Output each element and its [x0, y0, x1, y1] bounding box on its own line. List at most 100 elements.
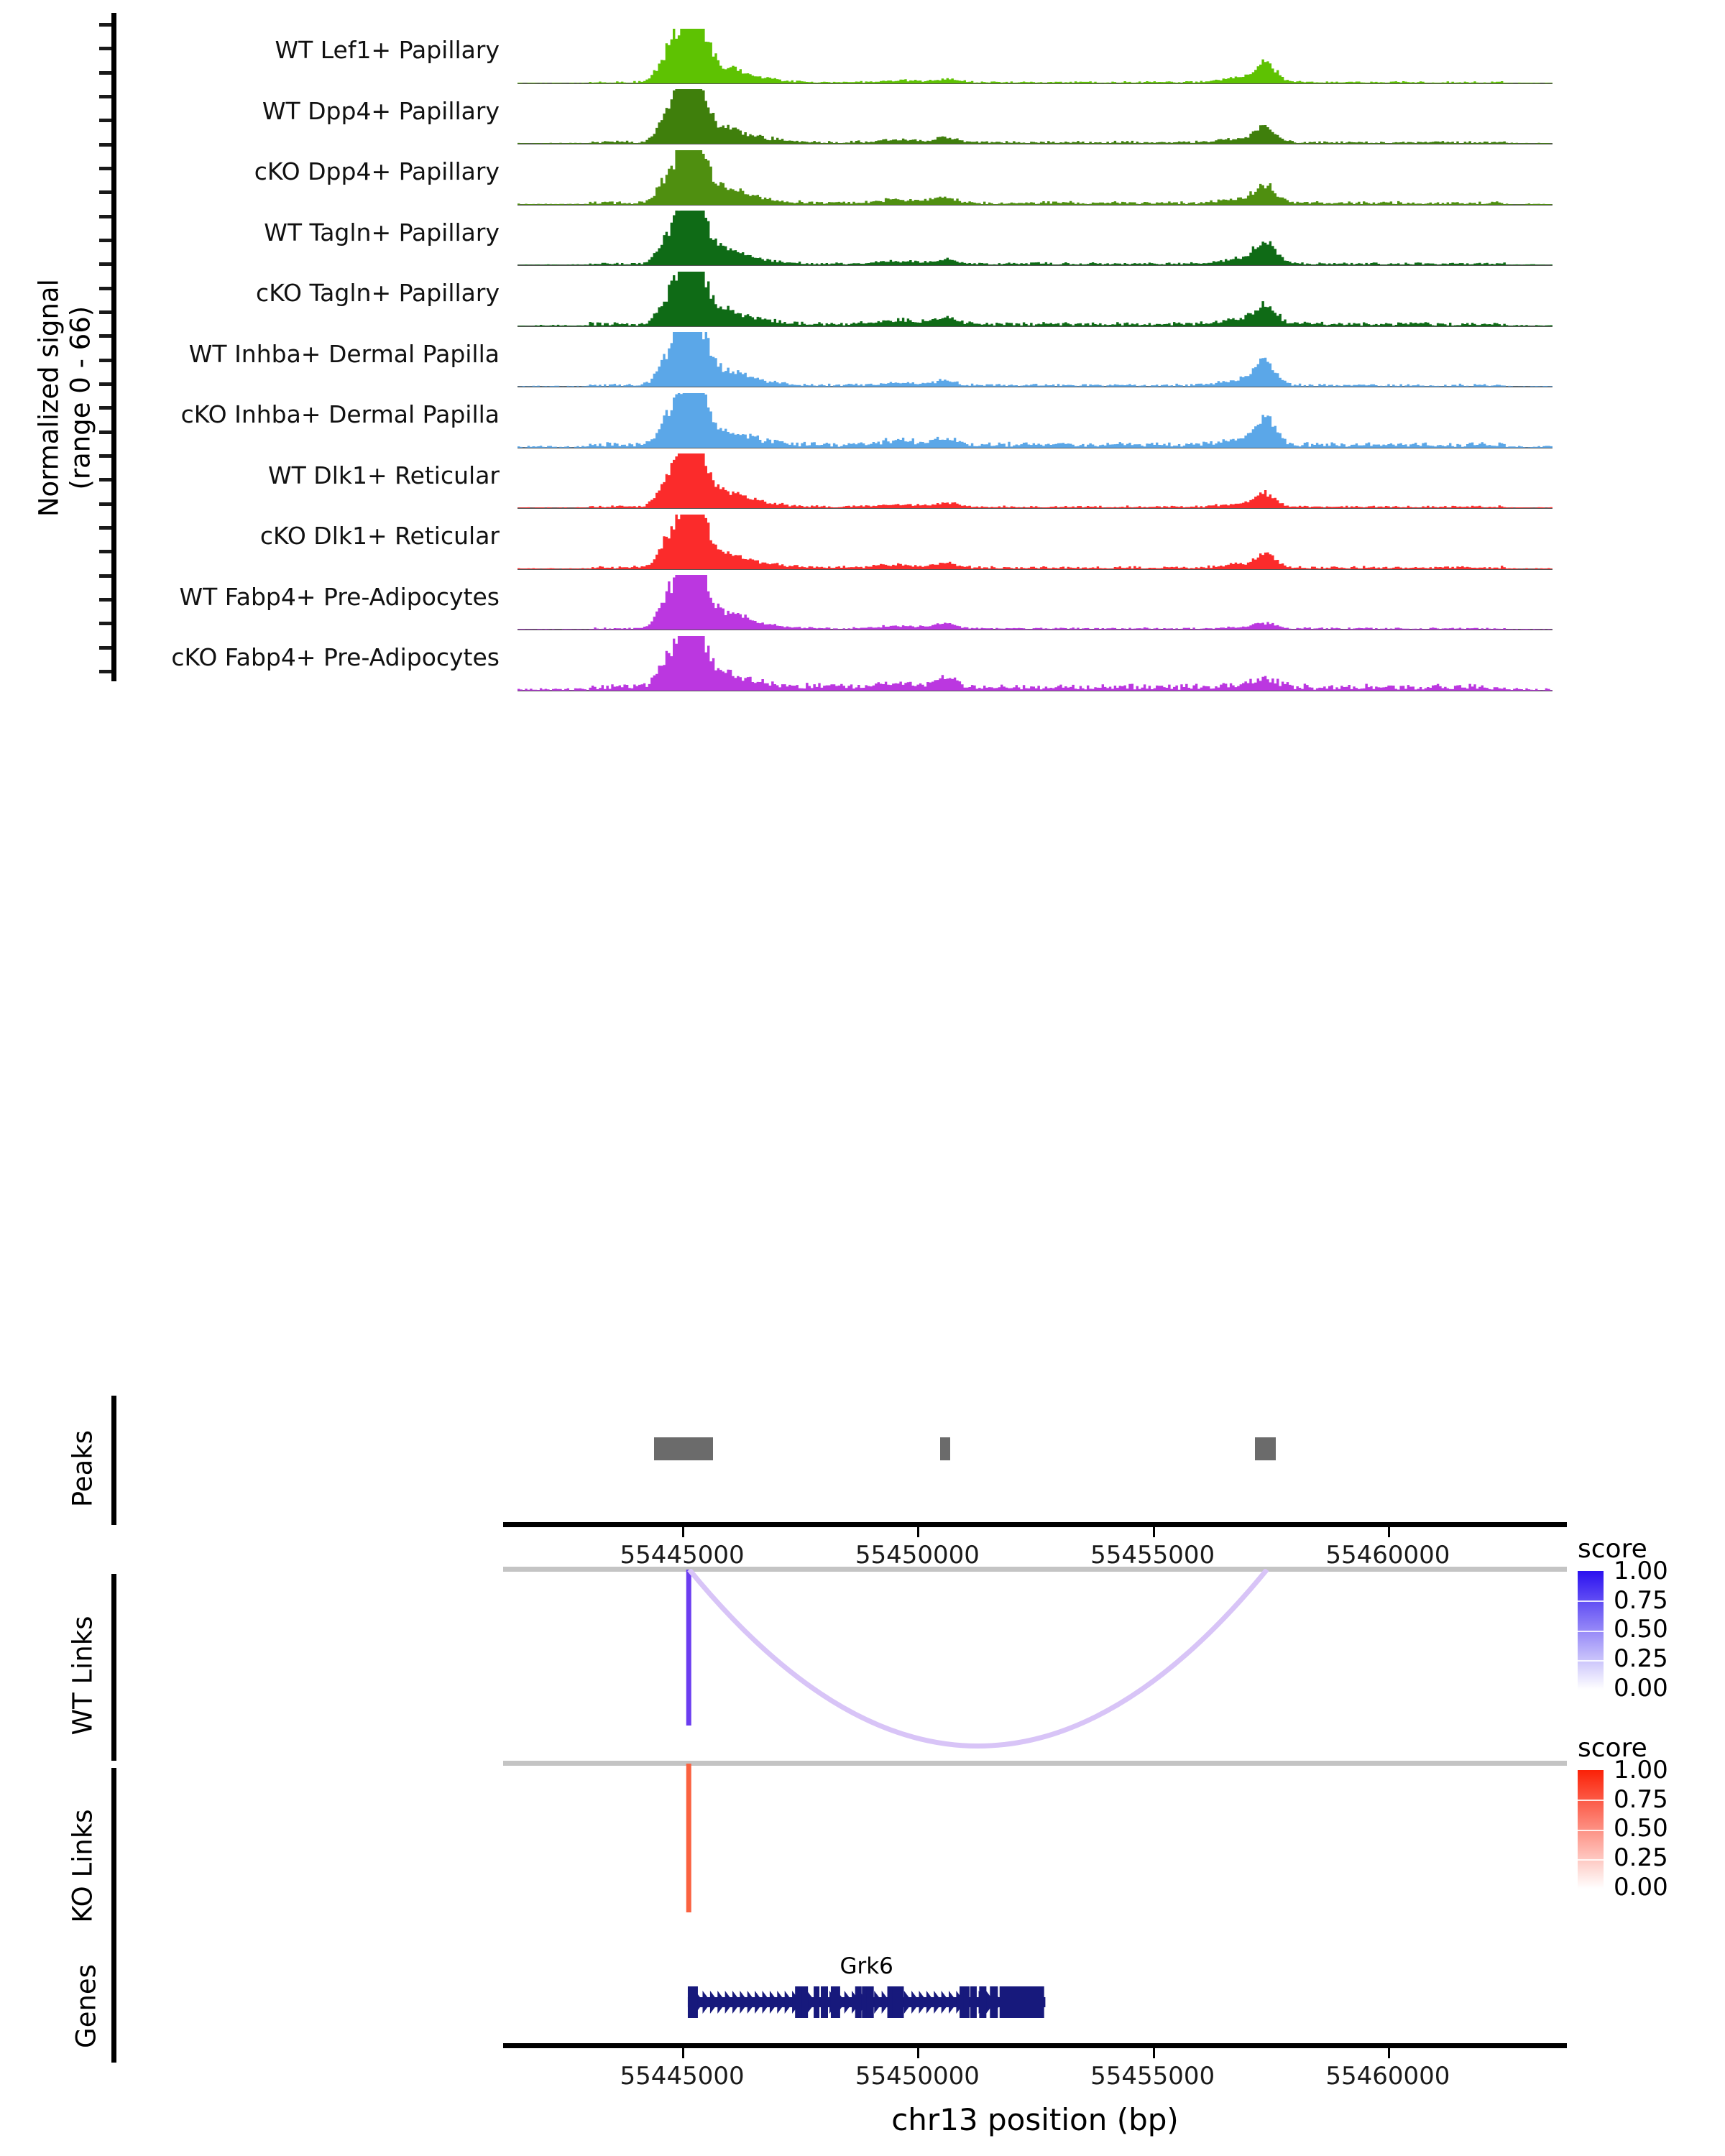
- coverage-area-path: [518, 514, 1552, 569]
- gene-model-svg[interactable]: [503, 1984, 1567, 2021]
- coverage-axis-tick: [99, 550, 111, 554]
- coverage-track-label: WT Fabp4+ Pre-Adipocytes: [179, 582, 500, 611]
- gene-exon[interactable]: [999, 1986, 1044, 2018]
- coverage-area-path: [518, 211, 1552, 265]
- gene-exon[interactable]: [960, 1986, 966, 2018]
- ko-links-legend-labels: 1.00 0.75 0.50 0.25 0.00: [1614, 1756, 1668, 1899]
- genome-axis-tick: [917, 1527, 920, 1537]
- genes-axis-spine: [111, 1919, 116, 2063]
- coverage-axis-tick: [99, 167, 111, 170]
- gene-exon[interactable]: [830, 1986, 840, 2018]
- coverage-baseline: [518, 386, 1552, 387]
- coverage-track: cKO Inhba+ Dermal Papilla: [111, 392, 1556, 453]
- coverage-area-path: [518, 28, 1552, 83]
- gene-strand-arrow: [903, 1991, 913, 2014]
- coverage-baseline: [518, 689, 1552, 691]
- genome-axis-tick-label: 55460000: [1325, 2062, 1450, 2091]
- gene-strand-arrow: [709, 1991, 719, 2014]
- coverage-profile: [518, 453, 1552, 514]
- gene-strand-arrow: [934, 1991, 943, 2014]
- genome-axis-bottom: 55445000 55450000 55455000 55460000: [503, 2043, 1567, 2091]
- gene-strand-arrow: [784, 1991, 794, 2014]
- ko-links-color-ramp: [1578, 1770, 1604, 1889]
- coverage-axis-tick: [99, 502, 111, 506]
- genome-axis-tick: [917, 2048, 920, 2058]
- coverage-track: WT Inhba+ Dermal Papilla: [111, 331, 1556, 392]
- genome-axis-tick-label: 55445000: [620, 2062, 745, 2091]
- coverage-baseline: [518, 446, 1552, 448]
- coverage-profile: [518, 574, 1552, 635]
- gene-strand-arrow: [717, 1991, 727, 2014]
- peak-block[interactable]: [1255, 1437, 1276, 1460]
- gene-exon[interactable]: [970, 1986, 977, 2018]
- wt-links-track: [503, 1567, 1567, 1761]
- links-baseline: [503, 1761, 1567, 1766]
- link-arc[interactable]: [687, 1569, 1269, 1749]
- gene-exon[interactable]: [866, 1986, 874, 2018]
- coverage-axis-tick: [99, 406, 111, 410]
- coverage-axis-tick: [99, 23, 111, 27]
- gene-strand-arrow: [732, 1991, 742, 2014]
- peaks-track: [518, 1396, 1552, 1525]
- coverage-track-label: WT Dlk1+ Reticular: [268, 461, 500, 489]
- coverage-track: WT Tagln+ Papillary: [111, 210, 1556, 271]
- coverage-profile: [518, 635, 1552, 696]
- wt-links-axis-spine: [111, 1574, 116, 1761]
- coverage-track: cKO Tagln+ Papillary: [111, 270, 1556, 331]
- gene-strand-arrow: [769, 1991, 778, 2014]
- coverage-track-label: cKO Tagln+ Papillary: [256, 279, 500, 307]
- legend-tick-label: 0.25: [1614, 1843, 1668, 1873]
- coverage-area-path: [518, 271, 1552, 326]
- gene-exon[interactable]: [820, 1986, 828, 2018]
- gene-exon[interactable]: [979, 1986, 987, 2018]
- peak-block[interactable]: [939, 1437, 951, 1460]
- wt-links-legend-labels: 1.00 0.75 0.50 0.25 0.00: [1614, 1559, 1668, 1703]
- gene-strand-arrow: [919, 1991, 928, 2014]
- coverage-track-label: WT Lef1+ Papillary: [275, 36, 500, 64]
- gene-exon[interactable]: [801, 1986, 809, 2018]
- coverage-area-path: [518, 392, 1552, 448]
- coverage-axis-tick: [99, 622, 111, 626]
- y-axis-title-line1: Normalized signal: [33, 279, 65, 517]
- gene-exon[interactable]: [814, 1986, 820, 2018]
- gene-model[interactable]: [503, 1984, 1567, 2027]
- peak-block[interactable]: [653, 1437, 713, 1460]
- genome-axis-tick-label: 55450000: [855, 1541, 980, 1570]
- gene-exon[interactable]: [963, 1986, 970, 2018]
- coverage-area-path: [518, 149, 1552, 205]
- links-arcs[interactable]: [503, 1763, 1567, 1943]
- gene-exon[interactable]: [892, 1986, 904, 2018]
- coverage-track: cKO Fabp4+ Pre-Adipocytes: [111, 635, 1556, 696]
- gene-strand-arrow: [926, 1991, 935, 2014]
- coverage-profile: [518, 513, 1552, 574]
- coverage-axis-tick: [99, 670, 111, 673]
- gene-exon[interactable]: [887, 1986, 893, 2018]
- coverage-track: cKO Dpp4+ Papillary: [111, 149, 1556, 210]
- gene-strand-arrow: [747, 1991, 756, 2014]
- x-axis-title: chr13 position (bp): [891, 2102, 1179, 2137]
- wt-links-legend-title: score: [1578, 1534, 1647, 1564]
- coverage-track-label: WT Dpp4+ Papillary: [262, 96, 500, 125]
- coverage-axis-tick: [99, 645, 111, 650]
- gene-strand-arrow: [755, 1991, 764, 2014]
- links-arcs[interactable]: [503, 1569, 1567, 1756]
- wt-links-color-ramp: [1578, 1571, 1604, 1690]
- coverage-profile: [518, 88, 1552, 149]
- gene-exon[interactable]: [862, 1986, 868, 2018]
- peaks-axis-spine: [111, 1396, 116, 1525]
- gene-exon[interactable]: [687, 1986, 698, 2018]
- ko-links-track: [503, 1761, 1567, 1948]
- coverage-axis-tick: [99, 430, 111, 434]
- coverage-track: cKO Dlk1+ Reticular: [111, 513, 1556, 574]
- gene-exon[interactable]: [990, 1986, 998, 2018]
- coverage-axis-tick: [99, 214, 111, 218]
- gene-exon[interactable]: [855, 1986, 862, 2018]
- genes-track-label: Genes: [70, 1964, 102, 2048]
- coverage-area-path: [518, 453, 1552, 508]
- coverage-baseline: [518, 203, 1552, 206]
- legend-tick-label: 1.00: [1614, 1756, 1668, 1784]
- coverage-axis-tick: [99, 286, 111, 290]
- legend-tick-label: 0.00: [1614, 1673, 1668, 1703]
- coverage-baseline: [518, 629, 1552, 630]
- coverage-axis-tick: [99, 478, 111, 482]
